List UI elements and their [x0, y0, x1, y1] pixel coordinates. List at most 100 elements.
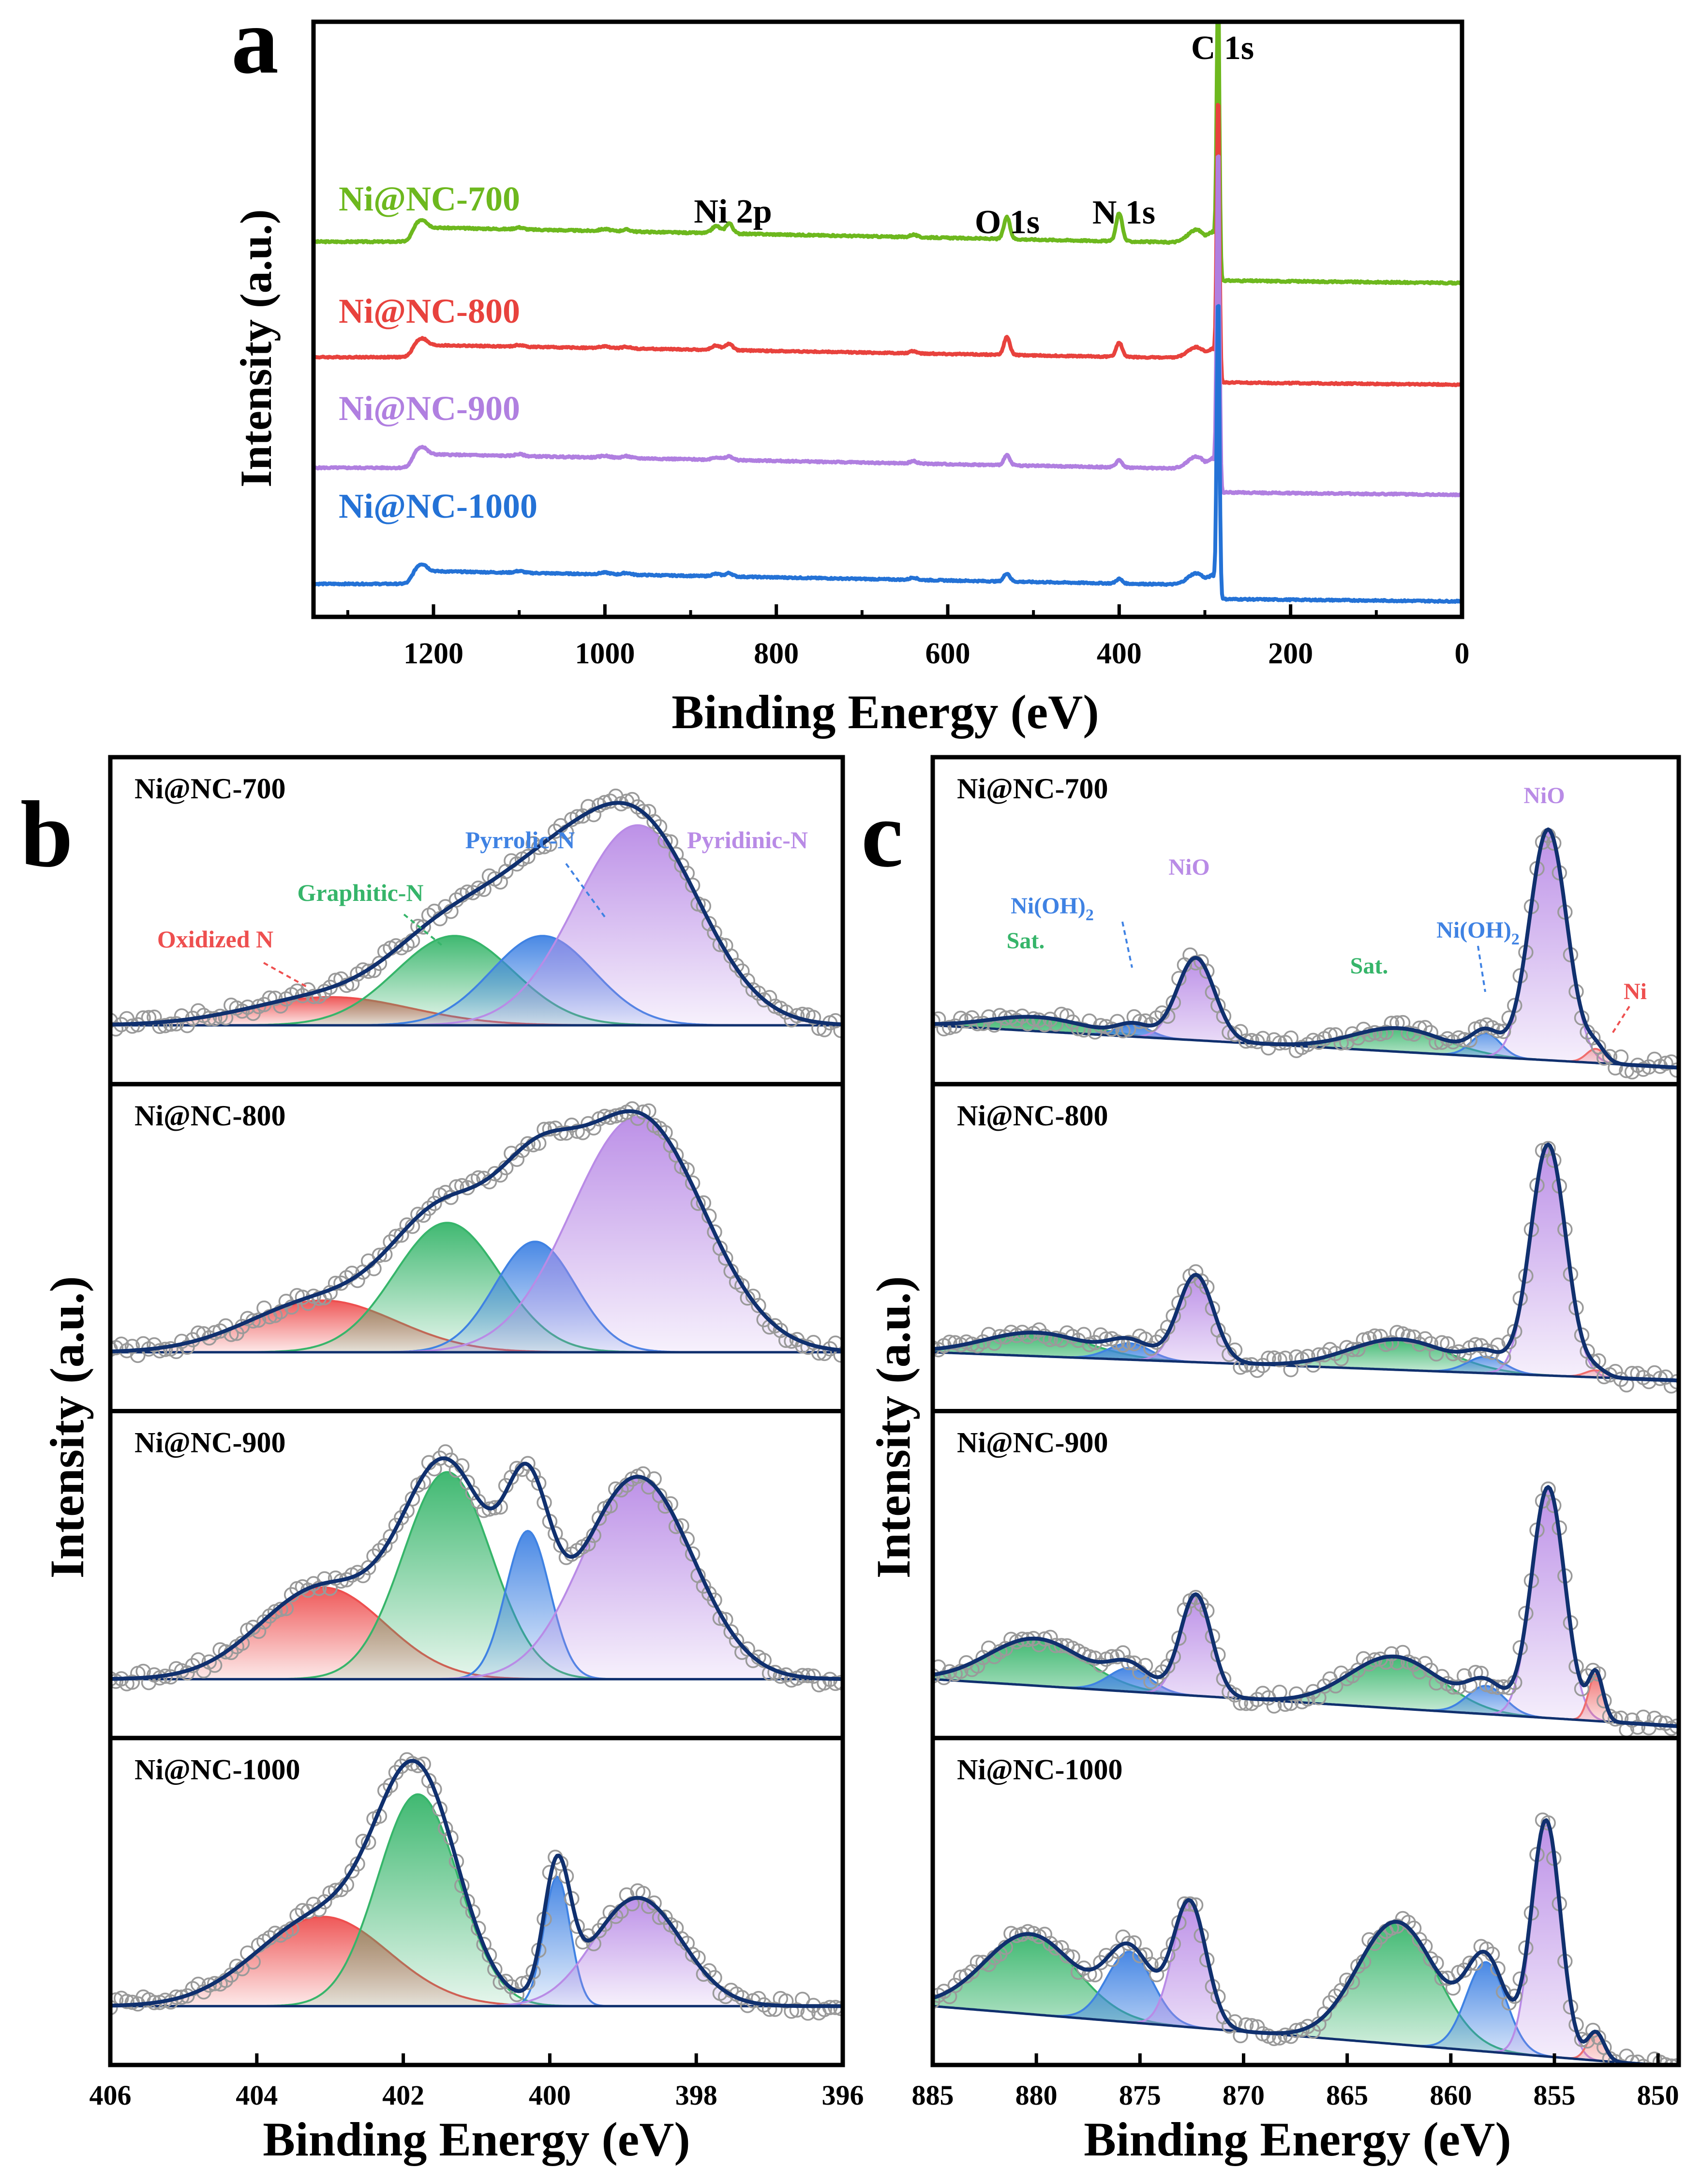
panel-a-plot-area [313, 22, 1462, 604]
data-point [427, 1196, 442, 1212]
subpanel-frame [108, 1735, 845, 2067]
data-point [1300, 1348, 1315, 1364]
panel-a-ylabel: Intensity (a.u.) [231, 209, 281, 487]
series-label-Ni@NC-1000: Ni@NC-1000 [339, 487, 537, 525]
data-point [1054, 1638, 1069, 1654]
component-graphitic-n [110, 1793, 843, 2007]
panel-b-letter: b [20, 782, 73, 887]
panel-a-x-axis: 1200 1000 800 600 400 200 0 [346, 604, 1470, 670]
series-label-Ni@NC-700: Ni@NC-700 [339, 180, 520, 218]
data-point [157, 1018, 173, 1033]
data-point [372, 1247, 388, 1263]
panel-b-xlabel: Binding Energy (eV) [263, 2112, 690, 2166]
data-point [1384, 1016, 1400, 1031]
subpanel-Ni@NC-800 [110, 1101, 843, 1363]
label-pointer [1477, 945, 1486, 992]
fit-envelope [110, 1109, 843, 1354]
panel-a-xlabel: Binding Energy (eV) [671, 685, 1099, 739]
data-point [481, 1501, 497, 1517]
data-point [941, 1020, 957, 1035]
subpanel-title: Ni@NC-1000 [134, 1753, 300, 1785]
data-point [537, 1122, 552, 1137]
x-tick-label-c: 860 [1430, 2079, 1472, 2111]
data-point [734, 1278, 750, 1294]
data-point [981, 1327, 997, 1342]
component-label: Oxidized N [157, 926, 273, 953]
subpanel-Ni@NC-900 [933, 1481, 1679, 1738]
x-tick-label-a: 200 [1268, 637, 1313, 670]
data-point [773, 1668, 789, 1684]
panel-c: c Intensity (a.u.) Binding Energy (eV) N… [861, 755, 1681, 2166]
data-point [1082, 1966, 1097, 1982]
data-point [729, 957, 745, 973]
data-point [674, 857, 689, 873]
data-point [465, 1485, 481, 1501]
data-point [520, 849, 536, 865]
data-point [1283, 2028, 1298, 2044]
data-point [635, 804, 651, 819]
x-tick-label-a: 800 [754, 637, 799, 670]
subpanel-title: Ni@NC-800 [957, 1100, 1108, 1132]
panel-c-component-labels: Sat. Ni(OH)2 NiO Sat. Ni(OH)2 NiO Ni [1007, 783, 1647, 1036]
panel-b-x-axis: 406 404 402 400 398 396 [90, 2053, 864, 2111]
data-point [569, 1123, 585, 1139]
subpanel-title: Ni@NC-900 [134, 1427, 285, 1459]
data-point [646, 1895, 662, 1911]
peak-label-c-1s: C 1s [1191, 30, 1254, 67]
data-point [1149, 1670, 1164, 1686]
label-pointer [1610, 1005, 1630, 1036]
data-point [947, 1977, 963, 1993]
data-point [487, 1961, 503, 1977]
data-point [377, 1247, 393, 1262]
component-label: Ni(OH)2 [1436, 917, 1520, 948]
fit-envelope [933, 1818, 1674, 2065]
data-point [1462, 1955, 1477, 1971]
data-point [152, 1018, 167, 1034]
survey-line-Ni@NC-1000 [313, 304, 1462, 604]
panel-b-plot-area [110, 788, 843, 2021]
label-pointer [565, 863, 606, 918]
data-point [520, 1136, 536, 1152]
panel-b-ylabel: Intensity (a.u.) [40, 1276, 94, 1578]
survey-line-Ni@NC-700 [313, 22, 1462, 286]
data-point [1132, 1948, 1148, 1963]
fit-envelope [110, 1456, 843, 1681]
component-label: Sat. [1350, 953, 1388, 979]
data-point [751, 1298, 766, 1314]
data-point [1104, 1649, 1119, 1664]
panel-c-plot-area [933, 827, 1679, 2065]
data-point [1373, 1026, 1388, 1042]
x-tick-label-c: 870 [1223, 2079, 1265, 2111]
subpanel-title: Ni@NC-900 [957, 1427, 1108, 1459]
data-point [1641, 1374, 1657, 1390]
component-label: Pyridinic-N [687, 826, 808, 853]
data-point [124, 1339, 140, 1354]
series-label-Ni@NC-800: Ni@NC-800 [339, 292, 520, 330]
data-point [218, 1010, 234, 1026]
data-point [553, 1538, 568, 1553]
data-point [399, 1217, 415, 1233]
subpanel-frame [108, 755, 845, 1087]
panel-a-frame [311, 19, 1464, 619]
subpanel-Ni@NC-700 [110, 788, 843, 1038]
x-tick-label-a: 400 [1097, 637, 1142, 670]
subpanel-title: Ni@NC-800 [134, 1100, 285, 1132]
data-point [388, 1228, 404, 1244]
data-point [767, 1318, 783, 1333]
data-point [168, 1016, 184, 1032]
data-point [1093, 1657, 1108, 1673]
subpanel-title: Ni@NC-700 [134, 773, 285, 805]
data-point [701, 916, 717, 931]
data-point [657, 833, 673, 849]
panel-b-frame: Ni@NC-700 Ni@NC-800 Ni@NC-900 Ni@NC-1000 [108, 755, 845, 2067]
component-label: Ni(OH)2 [1011, 893, 1094, 924]
data-point [1048, 1940, 1064, 1956]
data-point [1585, 1354, 1601, 1369]
subpanel-title: Ni@NC-1000 [957, 1753, 1122, 1785]
data-point [1043, 1630, 1058, 1645]
label-pointer [263, 962, 308, 988]
data-point [163, 1016, 179, 1032]
data-point [723, 1624, 739, 1640]
panel-b: b Intensity (a.u.) Binding Energy (eV) N… [20, 755, 864, 2166]
data-point [761, 2002, 777, 2017]
